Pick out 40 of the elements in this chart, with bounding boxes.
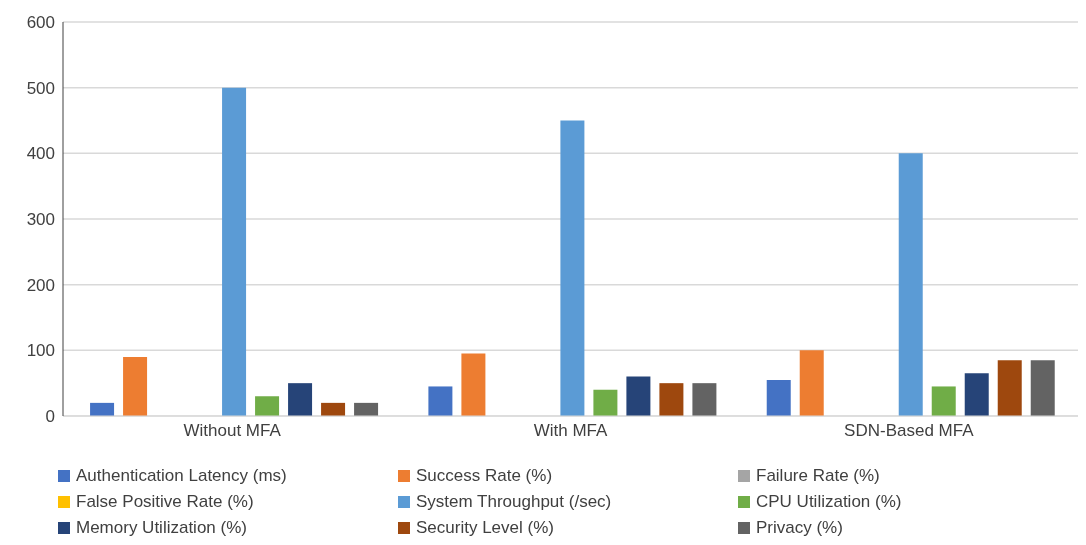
- x-tick-label: With MFA: [533, 421, 608, 441]
- bar: [766, 379, 791, 416]
- bar: [593, 389, 618, 416]
- bar: [964, 373, 989, 416]
- y-tick-label: 100: [26, 341, 55, 361]
- bar: [898, 153, 923, 416]
- legend-label: Memory Utilization (%): [76, 518, 247, 538]
- bar: [626, 376, 651, 416]
- y-tick-label: 600: [26, 13, 55, 33]
- bar: [90, 402, 115, 416]
- bar: [288, 383, 313, 416]
- legend-label: Privacy (%): [756, 518, 843, 538]
- y-tick-label: 300: [26, 210, 55, 230]
- bar: [222, 87, 247, 416]
- y-tick-label: 200: [26, 275, 55, 295]
- bar: [255, 396, 280, 416]
- legend-label: Authentication Latency (ms): [76, 466, 287, 486]
- legend-label: Success Rate (%): [416, 466, 553, 486]
- bar: [123, 356, 148, 416]
- bar: [997, 360, 1022, 416]
- x-tick-label: SDN-Based MFA: [844, 421, 975, 441]
- y-tick-label: 500: [26, 78, 55, 98]
- x-tick-label: Without MFA: [183, 421, 282, 441]
- bar: [931, 386, 956, 416]
- bar: [1030, 360, 1055, 416]
- y-tick-label: 0: [45, 407, 55, 427]
- legend-label: CPU Utilization (%): [756, 492, 902, 512]
- bar: [799, 350, 824, 416]
- legend-label: Failure Rate (%): [756, 466, 880, 486]
- bar: [692, 383, 717, 416]
- bar: [428, 386, 453, 416]
- bar: [321, 402, 346, 416]
- legend-label: System Throughput (/sec): [416, 492, 612, 512]
- bar: [354, 402, 379, 416]
- bar: [659, 383, 684, 416]
- bar: [560, 120, 585, 416]
- legend-label: False Positive Rate (%): [76, 492, 254, 512]
- y-tick-label: 400: [26, 144, 55, 164]
- legend-label: Security Level (%): [416, 518, 554, 538]
- bar: [461, 353, 486, 416]
